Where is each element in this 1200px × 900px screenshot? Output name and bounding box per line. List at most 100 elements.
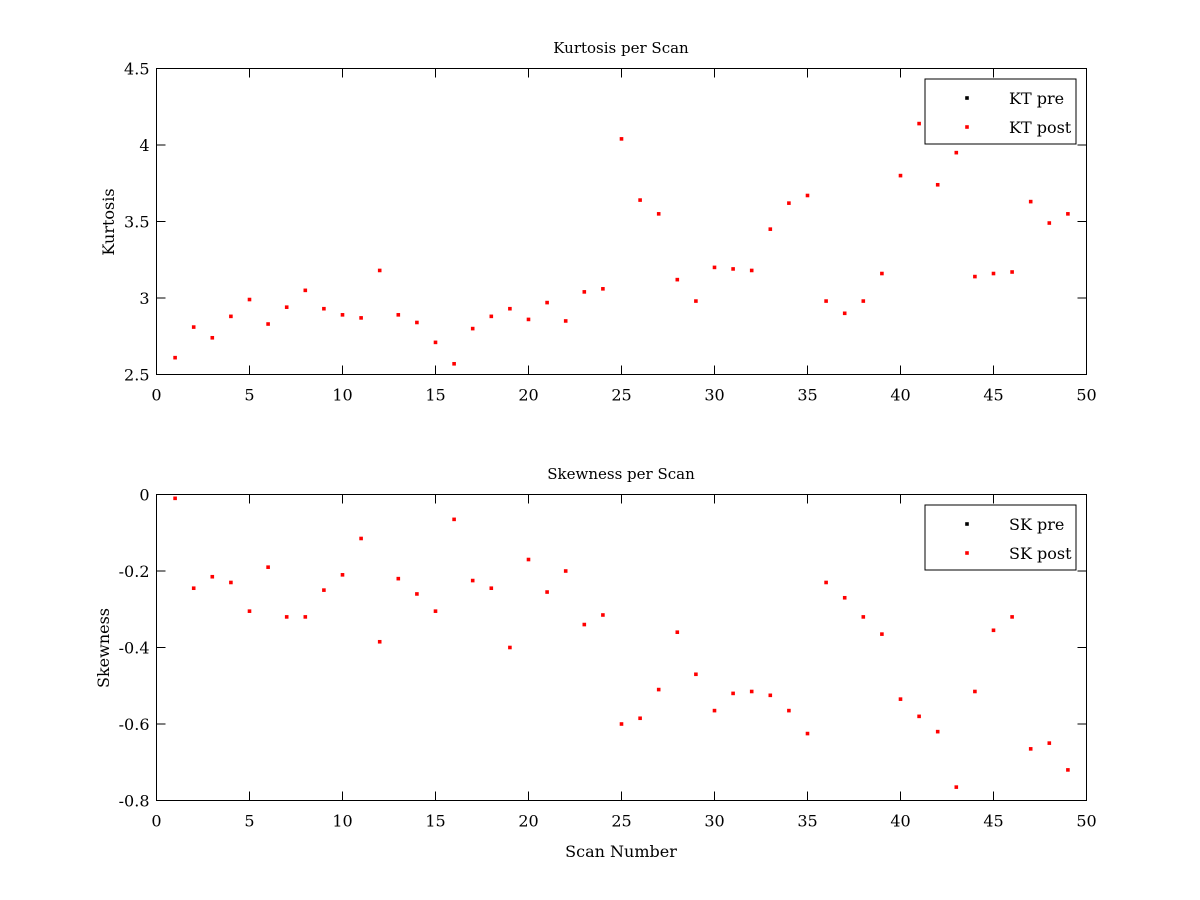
kurtosis-point [340, 313, 345, 317]
skewness-point [377, 639, 382, 644]
kurtosis-point [768, 227, 773, 231]
skewness-point [935, 729, 940, 734]
skewness-xtick-label: 50 [1076, 812, 1096, 831]
kurtosis-point [935, 182, 940, 187]
kurtosis-point [173, 355, 177, 360]
kurtosis-point [991, 271, 996, 276]
skewness-legend-marker [965, 551, 969, 555]
kurtosis-plot-points [173, 121, 1070, 366]
skewness-point [322, 588, 326, 592]
kurtosis-point [712, 265, 717, 270]
kurtosis-legend-entry: KT post [1009, 118, 1072, 137]
skewness-point [712, 708, 717, 713]
skewness-point [582, 622, 587, 627]
skewness-point [619, 722, 624, 726]
kurtosis-point [489, 314, 494, 319]
skewness-plot-legend: SK pre SK post [924, 504, 1077, 571]
skewness-point [284, 615, 289, 619]
kurtosis-xtick-label: 35 [797, 386, 817, 405]
skewness-plot-ticks: 0 5 10 15 20 25 30 35 40 45 50 -0.8 -0.6 -0.4 -0.2 0 [119, 486, 1097, 831]
kurtosis-point [694, 299, 698, 303]
skewness-xtick-label: 0 [151, 812, 161, 831]
kurtosis-xtick-label: 30 [704, 386, 724, 405]
kurtosis-point [303, 288, 308, 293]
skewness-point [1047, 741, 1052, 745]
kurtosis-point [917, 121, 921, 126]
kurtosis-point [1066, 212, 1070, 216]
skewness-point [545, 590, 549, 594]
skewness-plot-xlabel: Scan Number [565, 842, 677, 861]
kurtosis-point [582, 290, 587, 294]
skewness-ytick-label: -0.4 [119, 639, 150, 658]
skewness-point [601, 613, 605, 617]
skewness-point [917, 714, 921, 719]
skewness-point [1010, 615, 1014, 619]
skewness-point [489, 586, 494, 591]
kurtosis-point [842, 311, 847, 316]
skewness-xtick-label: 30 [704, 812, 724, 831]
kurtosis-point [284, 305, 289, 309]
kurtosis-point [973, 274, 977, 279]
kurtosis-point [749, 268, 754, 273]
skewness-legend-box [924, 504, 1077, 571]
kurtosis-point [191, 325, 196, 329]
kurtosis-point [433, 340, 438, 345]
skewness-ytick-label: -0.2 [119, 562, 150, 581]
kurtosis-point [322, 306, 326, 311]
kurtosis-xtick-label: 20 [518, 386, 538, 405]
kurtosis-point [787, 201, 791, 205]
kurtosis-legend-entry: KT pre [1009, 89, 1064, 108]
skewness-point [452, 517, 456, 522]
kurtosis-xtick-label: 5 [244, 386, 254, 405]
kurtosis-xtick-label: 25 [611, 386, 631, 405]
kurtosis-point [675, 277, 680, 282]
kurtosis-plot-legend: KT pre KT post [924, 78, 1077, 145]
skewness-point [824, 580, 828, 585]
kurtosis-point [470, 326, 475, 331]
skewness-point [470, 578, 475, 583]
kurtosis-point [601, 287, 605, 291]
kurtosis-xtick-label: 50 [1076, 386, 1096, 405]
kurtosis-point [805, 193, 810, 198]
kurtosis-xtick-label: 15 [425, 386, 445, 405]
kurtosis-point [638, 198, 642, 202]
kurtosis-plot: Kurtosis per Scan Kurtosis 0 5 10 15 20 25 30 3… [99, 39, 1097, 405]
skewness-point [210, 574, 215, 579]
skewness-xtick-label: 20 [518, 812, 538, 831]
skewness-point [842, 595, 847, 600]
skewness-plot-points [173, 496, 1070, 789]
skewness-point [303, 615, 308, 619]
skewness-point [787, 708, 791, 713]
kurtosis-xtick-label: 40 [890, 386, 910, 405]
kurtosis-point [898, 173, 903, 178]
kurtosis-xtick-label: 10 [332, 386, 352, 405]
kurtosis-point [229, 314, 233, 319]
skewness-point [508, 645, 512, 650]
kurtosis-plot-ticks: 0 5 10 15 20 25 30 35 40 45 50 2.5 3 3.5 4 4.5 [124, 60, 1097, 405]
kurtosis-point [247, 297, 252, 302]
skewness-point [973, 689, 977, 694]
skewness-xtick-label: 35 [797, 812, 817, 831]
skewness-legend-entry: SK post [1009, 544, 1072, 563]
skewness-point [898, 697, 903, 701]
kurtosis-point [545, 300, 549, 305]
skewness-point [1028, 747, 1033, 751]
kurtosis-point [508, 306, 512, 311]
kurtosis-point [266, 322, 270, 326]
skewness-ytick-label: -0.6 [119, 715, 150, 734]
kurtosis-legend-box [924, 78, 1077, 145]
skewness-point [266, 565, 270, 569]
kurtosis-ytick-label: 3 [139, 289, 149, 308]
skewness-point [861, 615, 866, 619]
skewness-point [805, 731, 810, 736]
kurtosis-ytick-label: 4 [139, 136, 149, 155]
skewness-point [396, 576, 401, 581]
skewness-ytick-label: -0.8 [119, 792, 150, 811]
kurtosis-point [396, 313, 401, 317]
skewness-point [340, 573, 345, 577]
kurtosis-plot-ylabel: Kurtosis [99, 188, 118, 255]
kurtosis-point [1047, 221, 1052, 225]
skewness-point [880, 632, 884, 636]
kurtosis-point [861, 299, 866, 303]
